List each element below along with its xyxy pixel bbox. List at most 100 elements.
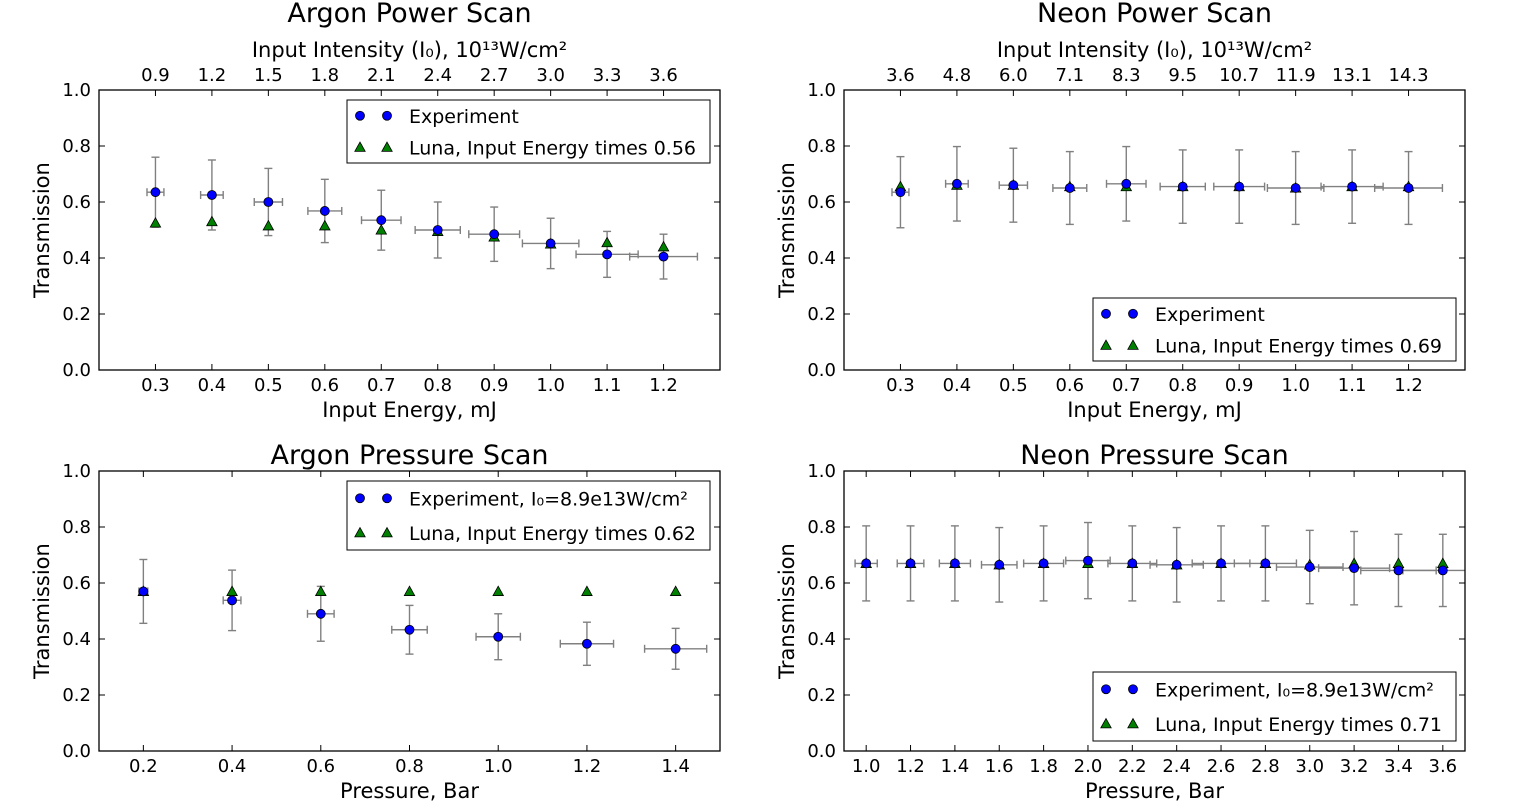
top-x-axis-label: Input Intensity (I₀), 10¹³W/cm² xyxy=(252,38,567,62)
y-tick-label: 0.6 xyxy=(807,192,836,213)
x-tick-label: 1.8 xyxy=(1029,756,1058,777)
experiment-point xyxy=(1403,183,1414,193)
experiment-point xyxy=(658,251,669,262)
luna-point xyxy=(601,236,613,248)
top-x-tick-label: 3.0 xyxy=(536,65,565,86)
x-tick-label: 0.9 xyxy=(480,375,509,396)
x-tick-label: 0.9 xyxy=(1225,375,1254,396)
experiment-point xyxy=(1127,558,1138,569)
top-x-tick-label: 2.4 xyxy=(423,65,452,86)
luna-point xyxy=(492,585,505,596)
x-tick-label: 1.4 xyxy=(661,756,690,777)
x-tick-label: 0.8 xyxy=(1168,375,1197,396)
y-tick-label: 0.8 xyxy=(807,517,836,538)
legend-marker xyxy=(355,110,365,121)
y-tick-label: 0.0 xyxy=(807,360,836,381)
legend-label: Luna, Input Energy times 0.56 xyxy=(409,137,696,159)
x-tick-label: 0.6 xyxy=(1055,375,1084,396)
experiment-point xyxy=(1008,180,1019,191)
luna-point xyxy=(669,585,682,596)
experiment-point xyxy=(138,586,149,597)
y-tick-label: 0.2 xyxy=(62,304,91,325)
x-tick-label: 0.4 xyxy=(218,756,247,777)
experiment-point xyxy=(376,215,387,226)
plot-area xyxy=(137,558,708,670)
experiment-point xyxy=(1260,558,1271,569)
y-tick-label: 1.0 xyxy=(62,80,91,101)
plot-area xyxy=(854,521,1465,608)
luna-point xyxy=(314,585,327,596)
experiment-point xyxy=(1349,563,1360,574)
legend-marker xyxy=(381,526,393,538)
top-x-tick-label: 14.3 xyxy=(1389,65,1429,86)
experiment-point xyxy=(493,631,504,642)
x-tick-label: 3.2 xyxy=(1340,756,1369,777)
experiment-point xyxy=(489,229,500,240)
y-tick-label: 0.0 xyxy=(807,741,836,762)
luna-point xyxy=(318,219,331,231)
legend-frame xyxy=(1092,671,1457,742)
luna-point xyxy=(657,240,670,252)
experiment-point xyxy=(1064,183,1075,193)
experiment-point xyxy=(1437,565,1448,576)
top-x-tick-label: 1.2 xyxy=(198,65,227,86)
x-tick-label: 0.6 xyxy=(306,756,335,777)
subplot-1: Argon Power Scan 0.0 0.2 0.4 0.6 0.8 1.0 0.3 0.4… xyxy=(30,0,721,422)
experiment-point xyxy=(1393,565,1404,576)
x-tick-label: 1.2 xyxy=(896,756,925,777)
top-x-tick-label: 13.1 xyxy=(1332,65,1372,86)
experiment-point xyxy=(1290,183,1301,193)
top-x-tick-label: 2.1 xyxy=(367,65,396,86)
experiment-point xyxy=(602,249,612,260)
x-axis-label: Pressure, Bar xyxy=(340,779,479,803)
subplot-2: Neon Power Scan 0.0 0.2 0.4 0.6 0.8 1.0 0.3 0.4 0… xyxy=(775,0,1466,422)
top-x-tick-label: 6.0 xyxy=(999,65,1028,86)
experiment-point xyxy=(404,624,415,635)
legend-marker xyxy=(355,493,365,504)
top-x-tick-label: 4.8 xyxy=(943,65,972,86)
experiment-point xyxy=(994,559,1005,570)
x-tick-label: 0.3 xyxy=(141,375,170,396)
y-tick-label: 0.2 xyxy=(62,685,91,706)
legend-marker xyxy=(1128,308,1138,319)
plot-frame xyxy=(843,89,1466,371)
x-tick-label: 0.8 xyxy=(395,756,424,777)
experiment-point xyxy=(895,187,906,198)
y-tick-label: 0.6 xyxy=(62,192,91,213)
legend-label: Experiment xyxy=(1155,304,1265,326)
x-tick-label: 0.4 xyxy=(198,375,227,396)
legend-marker xyxy=(1101,308,1111,319)
y-axis-label: Transmission xyxy=(775,543,799,680)
experiment-point xyxy=(1304,562,1315,572)
x-axis-label: Input Energy, mJ xyxy=(1067,398,1242,422)
experiment-point xyxy=(227,595,237,606)
legend: Experiment, I₀=8.9e13W/cm² Luna, Input En… xyxy=(346,480,711,551)
legend-marker xyxy=(354,526,366,538)
y-tick-label: 0.0 xyxy=(62,741,91,762)
x-tick-label: 0.4 xyxy=(943,375,972,396)
legend-label: Experiment xyxy=(409,106,519,128)
chart-title: Neon Power Scan xyxy=(1037,0,1272,29)
top-x-tick-label: 7.1 xyxy=(1055,65,1084,86)
chart-title: Neon Pressure Scan xyxy=(1020,440,1289,471)
y-tick-label: 0.2 xyxy=(807,304,836,325)
experiment-point xyxy=(1121,178,1132,189)
top-x-axis-label: Input Intensity (I₀), 10¹³W/cm² xyxy=(997,38,1312,62)
x-tick-label: 0.5 xyxy=(999,375,1028,396)
x-tick-label: 2.6 xyxy=(1207,756,1236,777)
top-x-tick-label: 8.3 xyxy=(1112,65,1141,86)
top-x-tick-label: 0.9 xyxy=(141,65,170,86)
x-tick-label: 2.0 xyxy=(1074,756,1103,777)
x-tick-label: 3.6 xyxy=(1429,756,1458,777)
x-tick-label: 1.2 xyxy=(1394,375,1423,396)
subplot-3: Argon Pressure Scan 0.0 0.2 0.4 0.6 0.8 1.0 0.2… xyxy=(30,440,721,803)
legend-marker xyxy=(382,493,392,504)
legend-marker xyxy=(1100,717,1112,729)
x-tick-label: 0.2 xyxy=(129,756,158,777)
x-tick-label: 0.7 xyxy=(367,375,396,396)
luna-point xyxy=(226,585,238,596)
x-tick-label: 1.1 xyxy=(1338,375,1367,396)
x-tick-label: 1.0 xyxy=(536,375,565,396)
x-tick-label: 3.4 xyxy=(1384,756,1413,777)
